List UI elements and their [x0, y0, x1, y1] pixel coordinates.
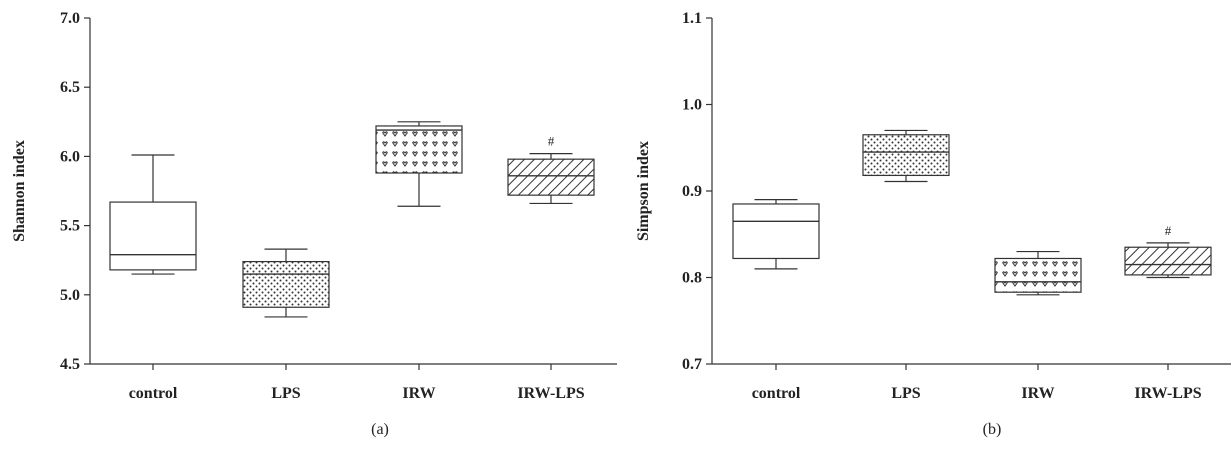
y-tick-label: 6.5 [60, 79, 80, 96]
box-lps [862, 134, 950, 177]
category-label: IRW [1021, 385, 1054, 402]
box-control [732, 203, 820, 260]
box-irw-lps [1124, 246, 1212, 276]
y-axis-label: Shannon index [11, 140, 28, 242]
category-label: LPS [271, 385, 300, 402]
significance-mark: # [1165, 223, 1172, 238]
y-tick-label: 6.0 [60, 148, 80, 165]
y-tick-label: 7.0 [60, 10, 80, 27]
y-tick-label: 0.8 [682, 270, 702, 287]
category-label: control [752, 385, 801, 402]
panel-b-simpson: 0.7 0.8 0.9 1.0 1.1 Simpson index control LPS IR… [635, 10, 1231, 438]
category-label: IRW [402, 385, 435, 402]
category-label: IRW-LPS [1134, 385, 1201, 402]
panel-a-shannon: 4.5 5.0 5.5 6.0 6.5 7.0 Shannon index control LP… [11, 10, 617, 438]
box-irw [375, 125, 463, 174]
significance-mark: # [548, 134, 555, 149]
category-label: IRW-LPS [517, 385, 584, 402]
y-tick-label: 1.1 [682, 10, 702, 27]
box-control [109, 201, 197, 271]
y-tick-label: 4.5 [60, 356, 80, 373]
y-tick-label: 1.0 [682, 97, 702, 114]
panel-label: (b) [983, 421, 1002, 438]
category-label: LPS [891, 385, 920, 402]
y-tick-label: 0.7 [682, 356, 702, 373]
category-label: control [129, 385, 178, 402]
box-lps [242, 260, 330, 308]
box-irw-lps [507, 158, 595, 196]
y-axis-label: Simpson index [635, 141, 652, 241]
panel-label: (a) [371, 421, 389, 438]
y-tick-label: 0.9 [682, 183, 702, 200]
box-irw [994, 257, 1082, 293]
y-tick-label: 5.0 [60, 287, 80, 304]
y-tick-label: 5.5 [60, 218, 80, 235]
